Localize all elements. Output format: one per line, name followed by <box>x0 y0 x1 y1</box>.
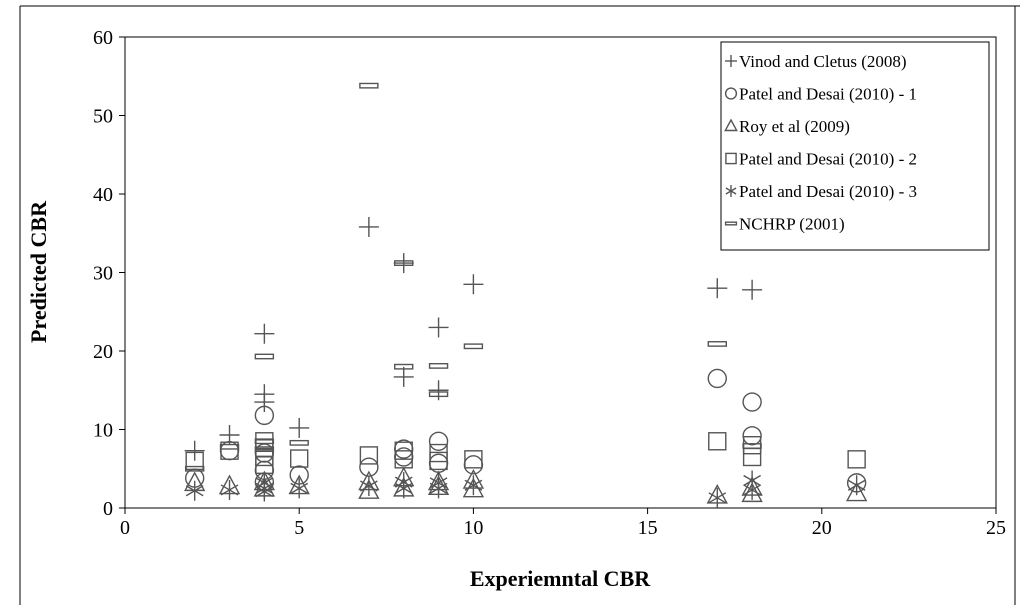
data-point-dash <box>742 443 762 449</box>
data-point-plus <box>184 440 205 461</box>
legend-label: Vinod and Cletus (2008) <box>739 52 907 71</box>
x-tick-label: 15 <box>638 517 658 539</box>
x-tick-label: 20 <box>812 517 832 539</box>
data-point-square <box>464 450 483 469</box>
legend-label: Patel and Desai (2010) - 3 <box>739 182 917 201</box>
data-point-dash <box>359 82 379 89</box>
x-tick-label: 10 <box>463 517 483 539</box>
data-point-dash <box>394 260 414 266</box>
data-point-plus <box>254 323 275 344</box>
legend-marker-asterisk <box>725 185 737 197</box>
data-point-dash <box>289 439 309 446</box>
data-point-asterisk <box>429 478 448 499</box>
data-point-dash <box>463 343 484 350</box>
data-point-square <box>220 441 239 460</box>
data-point-plus <box>463 274 484 295</box>
legend: Vinod and Cletus (2008) Patel and Desai (… <box>720 41 990 251</box>
data-point-asterisk <box>464 475 483 496</box>
legend-entries: Vinod and Cletus (2008) Patel and Desai (… <box>724 52 917 234</box>
data-point-plus <box>289 417 310 438</box>
data-point-dash <box>184 465 205 472</box>
data-point-dash <box>219 443 240 450</box>
y-tick-label: 0 <box>103 498 113 520</box>
data-point-plus <box>707 278 728 299</box>
data-point-dash <box>254 438 275 445</box>
x-tick-label: 0 <box>120 517 130 539</box>
data-point-dash <box>394 363 414 370</box>
data-point-asterisk <box>360 476 378 497</box>
data-marks <box>184 82 868 508</box>
y-tick-label: 10 <box>93 420 113 442</box>
data-point-square <box>708 432 727 451</box>
data-point-dash <box>707 341 727 347</box>
x-tick-label: 5 <box>294 517 304 539</box>
legend-label: NCHRP (2001) <box>739 215 845 234</box>
legend-label: Patel and Desai (2010) - 1 <box>739 85 917 104</box>
axis-ticks: 0 5 10 15 20 25 0 10 20 30 40 50 60 <box>93 27 1006 539</box>
data-point-square <box>847 450 866 469</box>
data-point-plus <box>428 380 449 401</box>
y-tick-label: 60 <box>93 27 113 49</box>
legend-box <box>720 41 990 251</box>
data-point-square <box>429 451 448 471</box>
data-point-square <box>359 446 379 465</box>
data-point-asterisk <box>708 487 727 508</box>
legend-marker-square <box>725 152 737 165</box>
data-point-circle <box>742 392 762 412</box>
data-point-square <box>185 451 204 471</box>
legend-marker-plus <box>725 55 737 67</box>
data-point-asterisk <box>847 475 866 496</box>
data-point-asterisk <box>394 478 413 499</box>
data-point-plus <box>428 317 449 338</box>
data-point-plus <box>358 216 379 237</box>
data-point-circle <box>254 405 275 426</box>
data-point-dash <box>254 353 275 360</box>
data-point-triangle <box>845 481 868 502</box>
legend-label: Patel and Desai (2010) - 2 <box>739 150 917 169</box>
data-point-asterisk <box>290 478 309 499</box>
legend-marker-circle <box>724 87 738 100</box>
data-point-circle <box>707 368 727 389</box>
y-tick-label: 50 <box>93 106 113 128</box>
y-tick-label: 40 <box>93 184 113 206</box>
data-point-asterisk <box>255 481 274 502</box>
data-point-circle <box>742 426 762 446</box>
data-point-asterisk <box>220 479 239 500</box>
legend-marker-dash <box>724 221 738 226</box>
data-point-square <box>394 450 413 469</box>
data-point-plus <box>393 253 414 274</box>
data-point-square <box>290 449 309 468</box>
data-point-asterisk <box>185 480 204 501</box>
data-point-asterisk <box>743 479 761 500</box>
y-tick-label: 30 <box>93 263 113 285</box>
data-point-dash <box>428 363 449 369</box>
data-point-plus <box>742 279 763 300</box>
legend-marker-triangle <box>724 118 738 132</box>
data-point-dash <box>428 391 449 398</box>
data-point-dash <box>254 446 275 453</box>
data-point-plus <box>254 392 275 413</box>
data-point-plus <box>393 366 414 387</box>
data-point-square <box>742 447 762 467</box>
data-point-circle <box>428 431 449 451</box>
x-tick-label: 25 <box>986 517 1006 539</box>
x-axis-title: Experiemntal CBR <box>470 566 651 591</box>
legend-label: Roy et al (2009) <box>739 117 850 136</box>
y-tick-label: 20 <box>93 341 113 363</box>
y-axis-title: Predicted CBR <box>26 200 51 343</box>
